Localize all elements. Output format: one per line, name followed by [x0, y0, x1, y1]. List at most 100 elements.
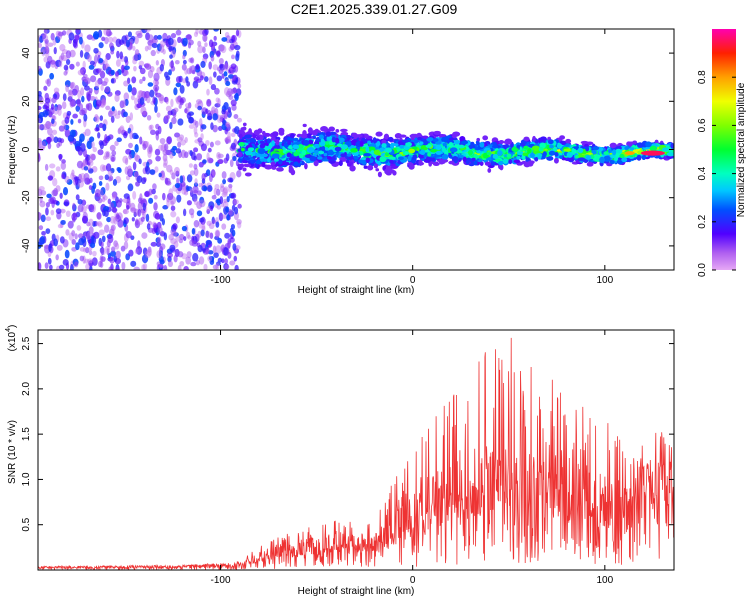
heatmap-cell — [202, 248, 206, 253]
heatmap-cell — [59, 138, 65, 144]
heatmap-cell — [189, 187, 194, 193]
y-tick-label: 1.0 — [21, 472, 32, 486]
heatmap-cell — [197, 230, 202, 238]
heatmap-cell — [529, 152, 535, 158]
heatmap-cell — [84, 44, 91, 53]
heatmap-cell — [103, 209, 109, 218]
heatmap-cell — [234, 92, 239, 102]
heatmap-cell — [346, 153, 352, 157]
heatmap-cell — [204, 76, 209, 82]
heatmap-cell — [482, 135, 489, 141]
heatmap-cell — [48, 243, 52, 252]
snr-axes: -100 0 100 0.5 1.0 1.5 2.0 2.5 — [21, 330, 674, 586]
heatmap-cell — [70, 118, 74, 125]
heatmap-cell — [193, 163, 198, 170]
heatmap-cell — [159, 137, 166, 145]
heatmap-cell — [138, 60, 145, 67]
heatmap-cell — [106, 248, 110, 256]
heatmap-cell — [148, 144, 153, 153]
heatmap-cell — [59, 236, 65, 244]
heatmap-cell — [153, 222, 158, 229]
colorbar: 0.0 0.2 0.4 0.6 0.8 Normalized spectral ampl… — [697, 29, 747, 277]
heatmap-cell — [306, 146, 315, 154]
heatmap-cell — [137, 240, 141, 249]
heatmap-cell — [467, 149, 474, 156]
heatmap-cell — [188, 208, 195, 216]
heatmap-cell — [232, 243, 237, 251]
heatmap-cell — [49, 72, 55, 80]
heatmap-cell — [229, 260, 236, 266]
heatmap-cell — [288, 164, 293, 171]
heatmap-cell — [169, 151, 174, 159]
heatmap-cell — [134, 171, 139, 177]
heatmap-cell — [276, 167, 284, 172]
heatmap-cell — [47, 55, 53, 64]
heatmap-cell — [101, 36, 106, 42]
heatmap-cell — [425, 156, 431, 161]
colorbar-tick-label: 0.0 — [697, 263, 708, 277]
heatmap-cell — [438, 161, 445, 165]
heatmap-cell — [114, 90, 121, 96]
heatmap-cell — [101, 81, 108, 86]
heatmap-cell — [359, 140, 364, 147]
heatmap-cell — [180, 139, 186, 146]
heatmap-cell — [145, 213, 150, 222]
heatmap-cell — [77, 90, 82, 99]
heatmap-cell — [117, 110, 122, 115]
heatmap-cell — [168, 46, 175, 51]
heatmap-cell — [257, 128, 263, 134]
heatmap-cell — [38, 188, 43, 197]
heatmap-cell — [215, 97, 220, 103]
heatmap-cell — [105, 105, 111, 111]
heatmap-cell — [171, 172, 176, 180]
x-tick-label: -100 — [211, 575, 231, 586]
heatmap-cell — [110, 78, 115, 84]
heatmap-cell — [72, 138, 77, 145]
heatmap-cell — [416, 132, 422, 139]
heatmap-cell — [117, 128, 122, 135]
heatmap-cell — [304, 163, 308, 170]
heatmap-cell — [233, 199, 239, 205]
heatmap-cell — [401, 139, 410, 143]
heatmap-cell — [135, 218, 139, 226]
heatmap-cell — [58, 264, 65, 270]
heatmap-cell — [198, 182, 203, 188]
heatmap-cell — [242, 126, 247, 131]
heatmap-cell — [181, 186, 187, 195]
heatmap-cell — [172, 145, 178, 151]
heatmap-cell — [76, 98, 81, 107]
heatmap-cell — [176, 177, 180, 185]
heatmap-cell — [114, 113, 121, 119]
heatmap-cell — [97, 189, 104, 198]
heatmap-cell — [114, 242, 120, 250]
heatmap-cell — [91, 257, 98, 266]
heatmap-cell — [45, 216, 52, 222]
heatmap-cell — [101, 196, 106, 203]
heatmap-cell — [248, 128, 252, 135]
heatmap-cell — [50, 103, 55, 110]
heatmap-cell — [59, 44, 66, 52]
heatmap-cell — [114, 257, 121, 265]
y-tick-label: -20 — [21, 190, 32, 205]
heatmap-cell — [197, 105, 203, 111]
heatmap-cell — [206, 208, 211, 215]
heatmap-cell — [210, 55, 215, 62]
heatmap-cell — [122, 99, 127, 108]
heatmap-cell — [193, 31, 199, 38]
heatmap-cell — [244, 172, 252, 177]
heatmap-cell — [98, 42, 104, 49]
heatmap-cell — [212, 64, 219, 71]
heatmap-cell — [97, 197, 103, 204]
heatmap-cell — [139, 97, 145, 106]
heatmap-cell — [144, 45, 149, 52]
heatmap-cell — [59, 208, 66, 214]
heatmap-cell — [142, 263, 148, 270]
heatmap-cell — [430, 148, 437, 153]
heatmap-cell — [109, 42, 114, 49]
heatmap-cell — [132, 45, 136, 51]
heatmap-cell — [90, 153, 96, 161]
heatmap-cell — [217, 125, 223, 132]
heatmap-cell — [208, 222, 215, 230]
heatmap-cell — [237, 221, 242, 229]
heatmap-cell — [320, 126, 329, 132]
